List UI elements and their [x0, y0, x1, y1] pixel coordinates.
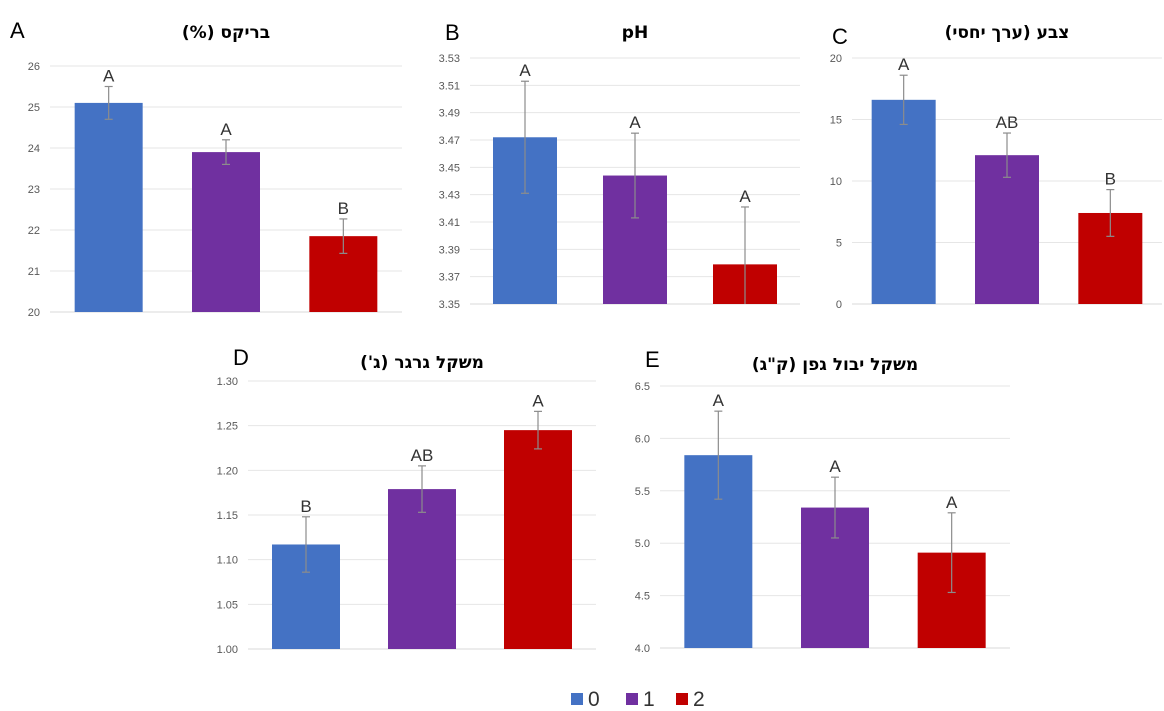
significance-letter: A	[946, 493, 958, 512]
significance-letter: AB	[996, 113, 1019, 132]
significance-letter: AB	[411, 446, 434, 465]
bar	[504, 430, 572, 649]
legend-label: 1	[643, 688, 655, 711]
bar	[192, 152, 260, 312]
y-tick-label: 3.41	[439, 217, 460, 229]
y-tick-label: 23	[28, 184, 40, 196]
y-tick-label: 5	[836, 238, 842, 250]
legend-label: 0	[588, 688, 600, 711]
y-tick-label: 22	[28, 225, 40, 237]
legend-swatch	[676, 693, 688, 705]
bar	[871, 99, 936, 304]
chart-title: בריקס (%)	[182, 23, 270, 43]
y-tick-label: 1.05	[217, 599, 238, 611]
y-tick-label: 15	[830, 115, 842, 127]
y-tick-label: 4.0	[635, 643, 650, 655]
significance-letter: A	[829, 457, 841, 476]
y-tick-label: 1.15	[217, 510, 238, 522]
y-tick-label: 3.35	[439, 299, 460, 311]
y-tick-label: 26	[28, 61, 40, 73]
bar	[975, 155, 1039, 304]
y-tick-label: 6.0	[635, 433, 650, 445]
chart-panel-d: 1.00 1.05 1.10 1.15 1.20 1.25 1.30 משקל גרגר (ג…	[217, 345, 596, 656]
y-tick-label: 3.45	[439, 162, 460, 174]
chart-panel-b: 3.35 3.37 3.39 3.41 3.43 3.45 3.47 3.49 3.51 3.53…	[439, 20, 800, 311]
chart-title: pH	[622, 23, 648, 43]
significance-letter: A	[739, 187, 751, 206]
panel-letter: D	[233, 345, 249, 370]
y-tick-label: 1.20	[217, 465, 238, 477]
chart-title: משקל גרגר (ג')	[360, 353, 484, 373]
chart-panel-c: 0 5 10 15 20 צבע (ערך יחסי) C A AB B	[830, 23, 1162, 311]
bar	[388, 489, 456, 649]
y-tick-label: 25	[28, 102, 40, 114]
panel-letter: E	[645, 347, 660, 372]
significance-letter: A	[629, 113, 641, 132]
legend: 0 1 2	[571, 688, 705, 711]
significance-letter: B	[338, 199, 349, 218]
y-tick-label: 6.5	[635, 381, 650, 393]
y-tick-label: 21	[28, 266, 40, 278]
legend-swatch	[571, 693, 583, 705]
panel-letter: C	[832, 24, 848, 49]
y-tick-label: 5.5	[635, 486, 650, 498]
panel-letter: B	[445, 20, 460, 45]
significance-letter: A	[103, 67, 115, 86]
chart-title: משקל יבול גפן (ק"ג)	[752, 355, 918, 375]
significance-letter: A	[532, 391, 544, 410]
significance-letter: A	[898, 55, 910, 74]
legend-swatch	[626, 693, 638, 705]
chart-panel-a: 20 21 22 23 24 25 26 בריקס (%) A A A B	[10, 18, 402, 319]
significance-letter: A	[713, 391, 725, 410]
chart-panel-e: 4.0 4.5 5.0 5.5 6.0 6.5 משקל יבול גפן (ק"ג) E A A…	[635, 347, 1010, 655]
y-tick-label: 5.0	[635, 538, 650, 550]
significance-letter: B	[1105, 170, 1116, 189]
panel-letter: A	[10, 18, 25, 43]
y-tick-label: 20	[28, 307, 40, 319]
y-tick-label: 4.5	[635, 591, 650, 603]
significance-letter: A	[519, 61, 531, 80]
y-tick-label: 10	[830, 176, 842, 188]
y-tick-label: 24	[28, 143, 40, 155]
y-tick-label: 20	[830, 53, 842, 65]
y-tick-label: 1.25	[217, 421, 238, 433]
y-tick-label: 3.49	[439, 108, 460, 120]
significance-letter: B	[300, 497, 311, 516]
chart-title: צבע (ערך יחסי)	[945, 23, 1070, 43]
y-tick-label: 3.39	[439, 244, 460, 256]
y-tick-label: 1.00	[217, 644, 238, 656]
y-tick-label: 3.47	[439, 135, 460, 147]
y-tick-label: 3.37	[439, 272, 460, 284]
y-tick-label: 3.51	[439, 80, 460, 92]
legend-label: 2	[693, 688, 705, 711]
bar	[74, 102, 143, 313]
y-tick-label: 0	[836, 299, 842, 311]
significance-letter: A	[220, 120, 232, 139]
y-tick-label: 1.30	[217, 376, 238, 388]
y-tick-label: 1.10	[217, 555, 238, 567]
y-tick-label: 3.53	[439, 53, 460, 65]
y-tick-label: 3.43	[439, 190, 460, 202]
